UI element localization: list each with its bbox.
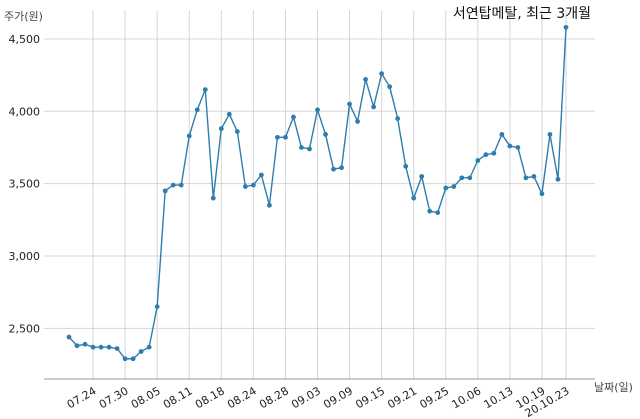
price-points (66, 24, 569, 362)
data-point (379, 71, 385, 77)
x-tick-label: 08.05 (129, 384, 163, 411)
x-tick-label: 08.24 (225, 384, 259, 411)
data-point (483, 152, 489, 158)
data-point (82, 341, 88, 347)
x-tick-label: 08.11 (161, 384, 195, 411)
data-point (539, 191, 545, 197)
data-point (154, 304, 160, 310)
data-point (315, 107, 320, 113)
x-tick-labels: 07.2407.3008.0508.1108.1808.2408.2809.03… (65, 384, 572, 419)
data-point (395, 116, 401, 121)
data-point (186, 133, 192, 139)
data-point (451, 184, 457, 189)
data-point (226, 111, 232, 117)
chart-title: 서연탑메탈, 최근 3개월 (453, 6, 591, 22)
data-point (459, 175, 465, 181)
data-point (275, 134, 280, 140)
data-point (499, 132, 505, 137)
data-point (331, 166, 336, 172)
data-point (114, 346, 120, 352)
data-point (371, 104, 377, 110)
data-point (419, 174, 425, 179)
data-point (299, 145, 304, 150)
data-point (291, 114, 296, 120)
x-tick-label: 09.21 (385, 384, 419, 411)
y-tick-label: 2,500 (9, 322, 41, 335)
data-point (515, 145, 521, 150)
data-point (339, 165, 344, 171)
data-point (194, 107, 200, 113)
data-point (234, 129, 240, 134)
data-point (491, 150, 497, 156)
y-tick-label: 3,000 (9, 250, 41, 263)
data-point (202, 87, 208, 92)
data-point (427, 208, 433, 214)
y-tick-label: 3,500 (9, 178, 41, 191)
data-point (283, 134, 288, 140)
data-point (523, 175, 529, 181)
y-tick-labels: 2,500 3,000 3,500 4,000 4,500 (9, 33, 41, 335)
data-point (258, 172, 264, 178)
data-point (242, 184, 248, 189)
data-point (162, 188, 168, 194)
x-tick-label: 10.06 (450, 384, 484, 411)
data-point (122, 356, 128, 362)
data-point (66, 334, 72, 340)
data-point (267, 202, 272, 208)
data-point (531, 174, 537, 179)
y-tick-label: 4,000 (9, 105, 41, 118)
data-point (218, 126, 224, 132)
y-tick-label: 4,500 (9, 33, 41, 46)
grid-lines (44, 10, 595, 379)
data-point (387, 84, 393, 90)
data-point (467, 175, 473, 181)
data-point (90, 344, 96, 350)
data-point (443, 185, 449, 191)
data-point (146, 344, 152, 350)
x-tick-label: 09.25 (417, 384, 451, 411)
data-point (347, 101, 352, 107)
x-axis-label: 날짜(일) (594, 380, 633, 394)
data-point (178, 182, 184, 188)
data-point (355, 119, 360, 124)
x-tick-label: 10.13 (482, 384, 516, 411)
data-point (547, 132, 553, 137)
x-tick-label: 07.30 (97, 384, 131, 411)
data-point (475, 158, 481, 163)
data-point (403, 163, 409, 169)
data-point (507, 143, 513, 149)
x-tick-label: 08.28 (257, 384, 291, 411)
data-point (138, 349, 144, 354)
x-tick-label: 08.18 (193, 384, 227, 411)
data-point (323, 132, 328, 137)
data-point (130, 356, 136, 362)
x-tick-label: 07.24 (65, 384, 99, 411)
y-axis-label: 주가(원) (4, 10, 43, 23)
data-point (307, 146, 312, 152)
x-tick-label: 09.09 (321, 384, 355, 411)
data-point (170, 182, 176, 188)
data-point (106, 344, 112, 350)
data-point (411, 195, 417, 201)
data-point (98, 344, 104, 350)
data-point (210, 195, 216, 201)
x-tick-label: 09.03 (289, 384, 323, 411)
data-point (563, 24, 569, 30)
data-point (74, 343, 80, 349)
data-point (250, 182, 256, 188)
data-point (363, 77, 368, 82)
data-point (555, 176, 561, 182)
data-point (435, 210, 441, 215)
x-tick-label: 09.15 (353, 384, 387, 411)
